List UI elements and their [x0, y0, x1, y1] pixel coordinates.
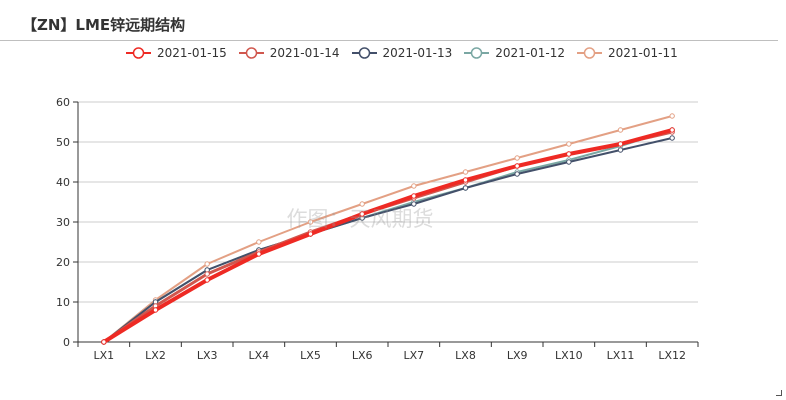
data-point — [307, 231, 314, 237]
legend-item[interactable]: 2021-01-13 — [351, 46, 453, 60]
grid-lines — [78, 101, 698, 303]
x-tick-label: LX8 — [455, 349, 476, 362]
data-point — [411, 193, 417, 199]
data-point — [669, 113, 675, 119]
y-tick-label: 60 — [56, 96, 70, 109]
data-point — [359, 211, 365, 217]
chart-legend: 2021-01-15 2021-01-14 2021-01-13 2021-01-12… — [126, 44, 690, 62]
series-line — [102, 128, 673, 344]
x-tick-label: LX3 — [197, 349, 218, 362]
x-axis: LX1 LX2 LX3 LX4 LX5 LX6 LX7 LX8 LX9 LX10 LX11 LX12 — [77, 341, 699, 362]
data-point — [514, 163, 520, 169]
legend-label: 2021-01-14 — [269, 46, 340, 60]
x-tick-label: LX1 — [93, 349, 114, 362]
x-tick-label: LX12 — [658, 349, 686, 362]
data-point — [411, 201, 417, 207]
chart-header: 【ZN】LME锌远期结构 — [0, 0, 778, 41]
data-point — [204, 277, 210, 283]
chart-title: 【ZN】LME锌远期结构 — [22, 16, 186, 34]
data-point — [514, 155, 520, 161]
watermark-text: 作图：天风期货 — [287, 207, 434, 231]
data-point — [617, 147, 624, 153]
series-line — [103, 137, 673, 343]
series-line — [102, 130, 673, 344]
data-point — [617, 127, 624, 133]
resize-corner-icon — [776, 390, 782, 396]
data-point — [411, 183, 417, 189]
data-point — [566, 159, 572, 165]
legend-label: 2021-01-15 — [157, 46, 227, 60]
x-tick-label: LX7 — [403, 349, 424, 362]
legend-item[interactable]: 2021-01-11 — [577, 46, 678, 60]
data-point — [462, 169, 469, 175]
data-point — [669, 127, 675, 133]
data-point — [462, 177, 469, 183]
legend-item[interactable]: 2021-01-14 — [238, 46, 340, 60]
legend-item[interactable]: 2021-01-15 — [126, 46, 227, 60]
data-point — [256, 251, 262, 257]
data-point — [566, 151, 572, 157]
data-point — [204, 261, 210, 267]
y-axis: 0 10 20 30 40 50 60 — [56, 96, 79, 349]
y-tick-label: 50 — [56, 136, 70, 149]
legend-marker-icon — [464, 47, 490, 59]
data-point — [204, 271, 210, 277]
x-tick-label: LX2 — [145, 349, 166, 362]
series-2021-01-13 — [101, 135, 675, 345]
data-point — [669, 135, 675, 141]
series-group — [101, 113, 675, 345]
data-point — [462, 185, 469, 191]
x-tick-label: LX6 — [352, 349, 373, 362]
data-point — [514, 171, 520, 177]
x-tick-label: LX10 — [555, 349, 583, 362]
y-tick-label: 10 — [56, 296, 70, 309]
series-line — [103, 115, 673, 343]
data-point — [617, 141, 624, 147]
y-tick-label: 20 — [56, 256, 70, 269]
legend-marker-icon — [577, 47, 602, 59]
legend-label: 2021-01-13 — [382, 46, 453, 60]
legend-marker-icon — [351, 47, 377, 59]
legend-label: 2021-01-12 — [495, 46, 565, 60]
y-tick-label: 0 — [63, 336, 70, 349]
x-tick-label: LX11 — [607, 349, 635, 362]
series-line — [103, 129, 673, 343]
x-tick-label: LX9 — [507, 349, 528, 362]
y-tick-label: 40 — [56, 176, 70, 189]
legend-item[interactable]: 2021-01-12 — [464, 46, 565, 60]
x-tick-label: LX5 — [300, 349, 321, 362]
data-point — [256, 239, 262, 245]
series-2021-01-12 — [101, 127, 675, 345]
x-tick-label: LX4 — [248, 349, 269, 362]
data-point — [307, 219, 314, 225]
data-point — [359, 201, 365, 207]
data-point — [566, 141, 572, 147]
y-tick-label: 30 — [56, 216, 70, 229]
legend-label: 2021-01-11 — [608, 46, 678, 60]
series-2021-01-15 — [101, 127, 675, 345]
data-point — [152, 307, 159, 313]
series-2021-01-14 — [101, 129, 675, 345]
legend-marker-icon — [126, 47, 151, 59]
data-point — [101, 339, 107, 345]
legend-marker-icon — [238, 47, 264, 59]
